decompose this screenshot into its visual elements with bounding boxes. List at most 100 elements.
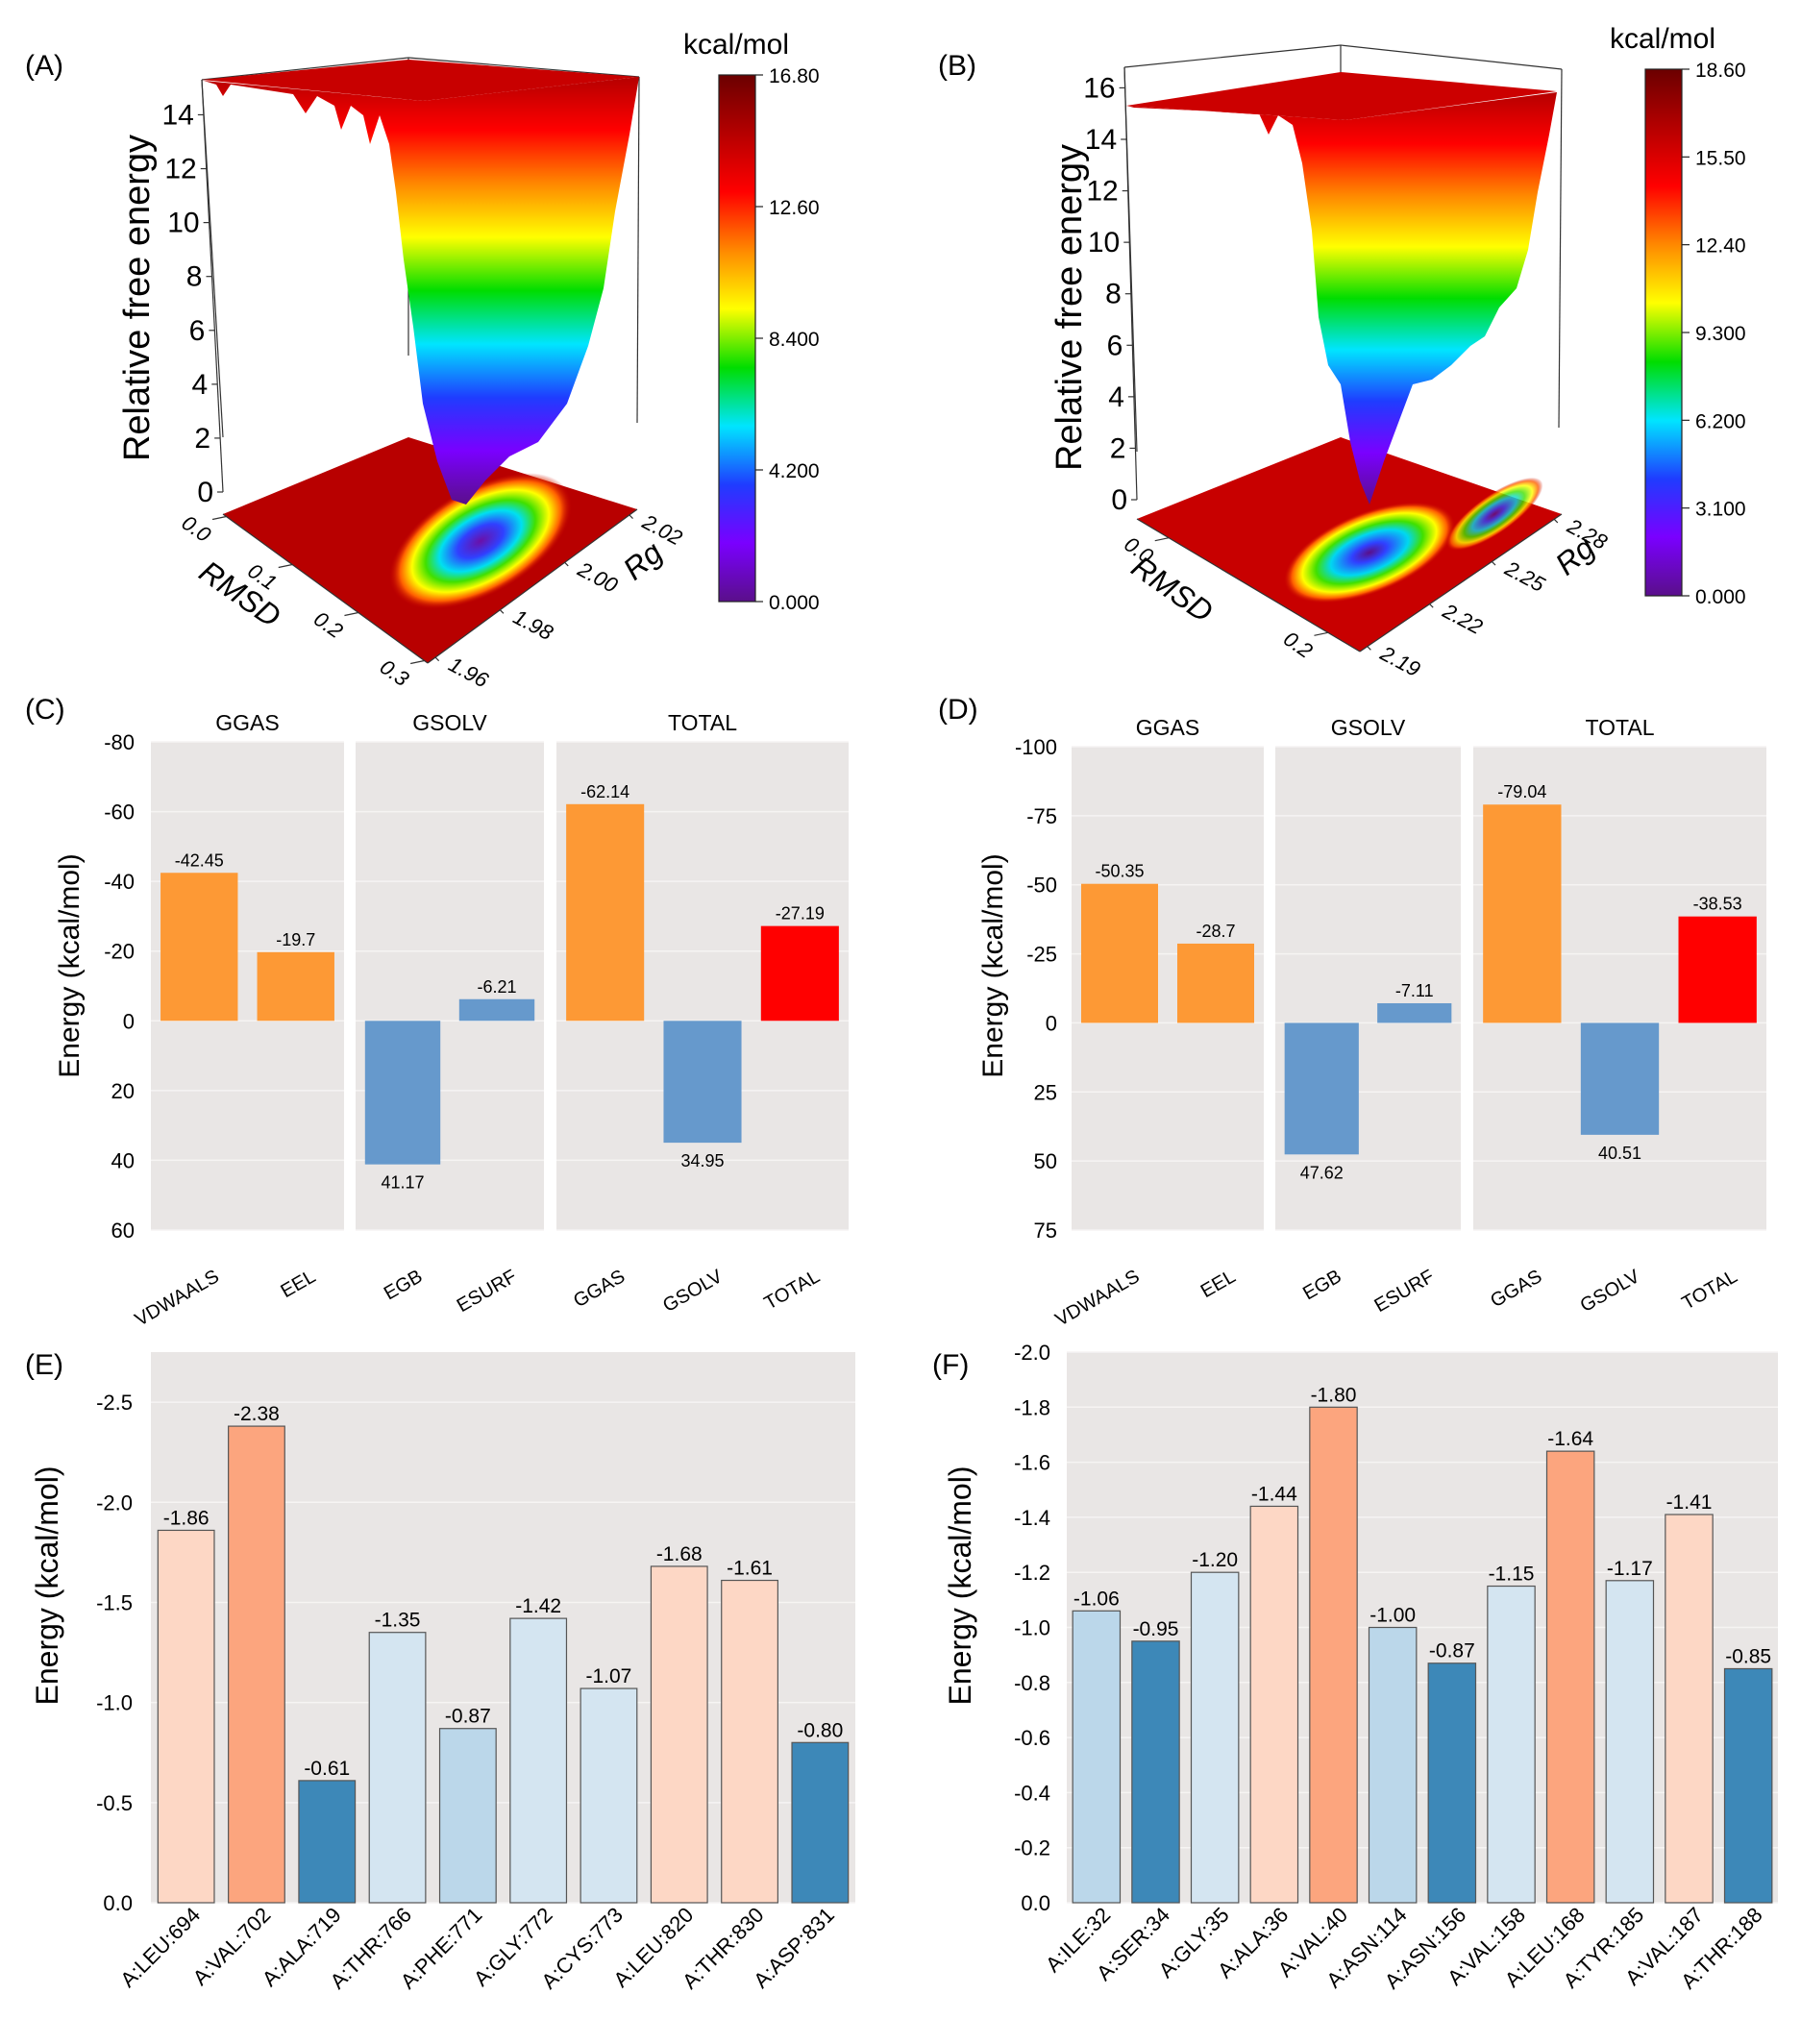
bar-value-label: -19.7 bbox=[276, 930, 315, 949]
x-tick-label: GSOLV bbox=[659, 1266, 727, 1317]
colorbar-tick-label: 4.200 bbox=[769, 460, 820, 482]
bar-ggas bbox=[566, 803, 645, 1022]
floor-basin-a bbox=[389, 473, 572, 609]
colorbar-tick-label: 8.400 bbox=[769, 329, 820, 351]
z-axis-line bbox=[201, 79, 224, 493]
rg-tick bbox=[564, 561, 569, 567]
colorbar-tick-label: 6.200 bbox=[1695, 410, 1746, 432]
colorbar-tick-label: 18.60 bbox=[1695, 60, 1746, 82]
rg-tick bbox=[1367, 646, 1371, 651]
bar-value-label: -1.15 bbox=[1489, 1564, 1535, 1586]
x-tick-label: ESURF bbox=[454, 1266, 521, 1317]
bar-residue bbox=[1487, 1585, 1536, 1904]
bar-egb bbox=[364, 1021, 441, 1165]
bar-value-label: -0.80 bbox=[797, 1719, 843, 1741]
rmsd-tick bbox=[344, 611, 358, 617]
y-tick-label: 40 bbox=[111, 1148, 135, 1172]
rmsd-tick bbox=[278, 563, 293, 569]
panel-e: (E) Energy (kcal/mol) 0.0 -0.5 -1.0 -1.5 -2.… bbox=[25, 1349, 855, 1993]
rg-tick-label: 2.00 bbox=[573, 556, 622, 598]
y-tick-label: -75 bbox=[1026, 804, 1057, 828]
rmsd-tick-label: 0.2 bbox=[309, 606, 347, 643]
rmsd-line bbox=[222, 513, 429, 664]
z-tick-label: 16 bbox=[1083, 72, 1115, 104]
y-tick-label: -1.0 bbox=[96, 1691, 133, 1715]
panel-c: (C) Energy (kcal/mol) -80 -60 -40 -20 0 20 40 6… bbox=[25, 694, 849, 1331]
rg-line bbox=[427, 508, 638, 664]
bar-residue bbox=[228, 1425, 285, 1904]
y-tick-label: -1.2 bbox=[1014, 1561, 1050, 1585]
x-tick-label: EEL bbox=[278, 1266, 320, 1302]
colorbar-gradient bbox=[718, 74, 756, 603]
bar-vdwaals bbox=[1081, 883, 1158, 1023]
rg-tick bbox=[1553, 518, 1559, 524]
bar-value-label: 40.51 bbox=[1598, 1144, 1641, 1163]
y-tick-label: -80 bbox=[104, 730, 135, 754]
rg-tick bbox=[1429, 603, 1434, 608]
bar-gsolv bbox=[663, 1021, 742, 1144]
panel-label-d: (D) bbox=[938, 694, 978, 726]
bar-value-label: -1.86 bbox=[163, 1507, 210, 1529]
bar-value-label: -0.61 bbox=[304, 1758, 350, 1780]
bar-residue bbox=[1309, 1406, 1358, 1904]
z-tick-label: 14 bbox=[1085, 124, 1117, 156]
y-tick-label: -2.0 bbox=[96, 1490, 133, 1515]
z-axis-b: 0 2 4 6 8 10 12 14 16 bbox=[1083, 66, 1138, 516]
colorbar-a: kcal/mol 16.80 12.60 8.400 4.200 0.000 bbox=[683, 29, 820, 614]
colorbar-tick-label: 12.40 bbox=[1695, 235, 1746, 258]
rg-tick-label: 2.25 bbox=[1500, 555, 1549, 597]
y-tick-label: 60 bbox=[111, 1219, 135, 1243]
bar-residue bbox=[1368, 1626, 1418, 1904]
bar-value-label: -1.64 bbox=[1547, 1428, 1593, 1450]
z-tick-label: 6 bbox=[1107, 330, 1123, 361]
plot-area-c: -80 -60 -40 -20 0 20 40 60 GGAS -42.45 VDWAALS -19.… bbox=[104, 710, 849, 1331]
y-tick-label: -50 bbox=[1026, 874, 1057, 898]
bar-total bbox=[1678, 916, 1757, 1023]
z-tick-label: 4 bbox=[1108, 382, 1124, 413]
z-axis-a: 0 2 4 6 8 10 12 14 bbox=[161, 79, 224, 508]
bar-residue bbox=[580, 1687, 638, 1904]
bar-value-label: -1.06 bbox=[1073, 1588, 1120, 1610]
bar-value-label: -1.61 bbox=[727, 1558, 773, 1580]
floor-basin-b2 bbox=[1445, 477, 1543, 552]
y-tick-label: 0 bbox=[1046, 1011, 1057, 1035]
rg-tick bbox=[1491, 561, 1496, 566]
z-tick-label: 2 bbox=[194, 423, 210, 455]
z-tick-label: 14 bbox=[161, 99, 193, 131]
colorbar-tick-label: 9.300 bbox=[1695, 323, 1746, 345]
bar-value-label: -6.21 bbox=[477, 977, 516, 997]
bar-value-label: -1.80 bbox=[1311, 1384, 1357, 1406]
x-tick-label: GGAS bbox=[570, 1266, 629, 1312]
z-axis-label-b: Relative free energy bbox=[1049, 144, 1090, 471]
bar-residue bbox=[1427, 1662, 1477, 1904]
z-tick-label: 6 bbox=[189, 315, 206, 347]
colorbar-tick-label: 0.000 bbox=[769, 592, 820, 614]
bar-residue bbox=[1249, 1505, 1299, 1904]
y-tick-label: -1.8 bbox=[1014, 1395, 1050, 1419]
bar-residue bbox=[1131, 1640, 1180, 1904]
colorbar-title: kcal/mol bbox=[1610, 23, 1715, 55]
facet-title: GGAS bbox=[1136, 715, 1199, 740]
y-tick-label: -1.5 bbox=[96, 1590, 133, 1614]
colorbar-gradient bbox=[1644, 68, 1683, 597]
bar-value-label: -38.53 bbox=[1693, 895, 1742, 914]
y-axis-label-c: Energy (kcal/mol) bbox=[54, 853, 86, 1077]
bar-residue bbox=[157, 1529, 215, 1904]
y-tick-label: -0.8 bbox=[1014, 1671, 1050, 1695]
bar-value-label: 34.95 bbox=[680, 1151, 724, 1170]
bar-value-label: -1.00 bbox=[1369, 1605, 1416, 1627]
bar-egb bbox=[1284, 1022, 1359, 1155]
bar-residue bbox=[1072, 1610, 1122, 1904]
x-tick-label: TOTAL bbox=[761, 1266, 824, 1314]
z-tick-label: 0 bbox=[1111, 484, 1127, 516]
panel-label-a: (A) bbox=[25, 50, 63, 82]
panel-label-c: (C) bbox=[25, 694, 65, 726]
z-tick-label: 4 bbox=[192, 369, 209, 401]
bar-eel bbox=[1177, 943, 1254, 1023]
bar-vdwaals bbox=[160, 873, 238, 1022]
z-tick-label: 12 bbox=[1086, 176, 1118, 208]
z-axis-line bbox=[1123, 66, 1138, 501]
bar-residue bbox=[721, 1579, 778, 1904]
plot-area-d: -100 -75 -50 -25 0 25 50 75 GGAS -50.35 VDWAALS -28… bbox=[1015, 715, 1766, 1331]
bar-value-label: -1.35 bbox=[375, 1610, 421, 1632]
